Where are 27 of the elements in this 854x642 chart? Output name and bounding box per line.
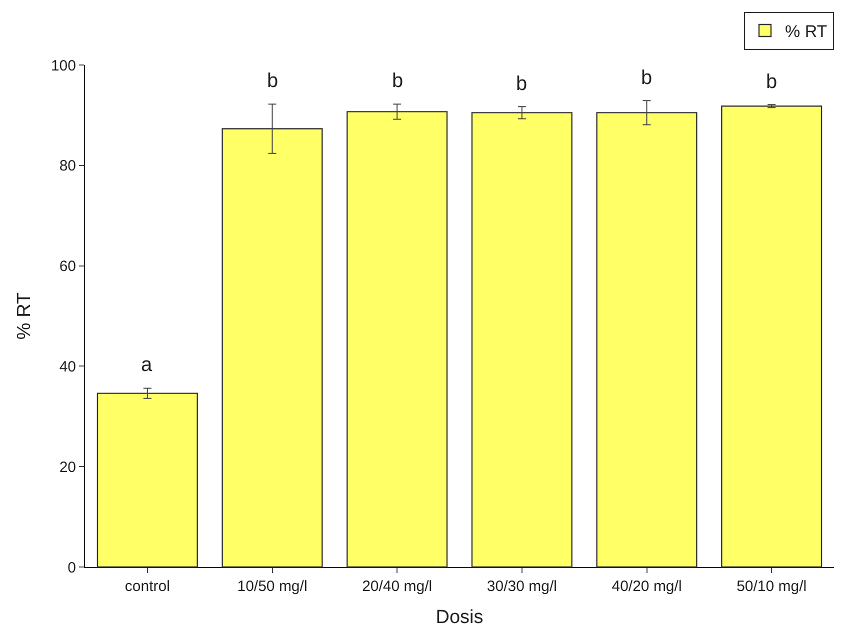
x-tick-label: 30/30 mg/l (486, 578, 557, 595)
bar (222, 128, 323, 567)
y-tick-label: 80 (59, 158, 76, 175)
annotation: b (392, 70, 404, 92)
annotation: a (141, 354, 153, 376)
annotation: b (267, 70, 278, 92)
y-tick-label: 0 (68, 559, 76, 576)
bar (96, 392, 198, 567)
bar (346, 111, 448, 567)
y-tick-label: 60 (59, 258, 76, 276)
y-tick-label: 40 (59, 358, 76, 376)
legend-label: % RT (785, 22, 828, 42)
bar (721, 106, 822, 567)
x-tick-label: 50/10 mg/l (736, 578, 807, 595)
x-tick-label: 20/40 mg/l (362, 578, 432, 595)
y-axis-title: % RT (14, 292, 35, 340)
annotation: b (516, 73, 528, 95)
x-tick-label: control (124, 578, 170, 595)
y-tick-label: 100 (50, 57, 76, 74)
x-axis-title: Dosis (436, 606, 484, 628)
x-tick-label: 40/20 mg/l (612, 578, 682, 595)
x-tick-label: 10/50 mg/l (237, 578, 308, 595)
annotation: b (766, 71, 778, 93)
bar (471, 112, 572, 567)
annotation: b (641, 67, 652, 89)
bar (596, 112, 698, 567)
y-tick-label: 20 (59, 458, 76, 476)
